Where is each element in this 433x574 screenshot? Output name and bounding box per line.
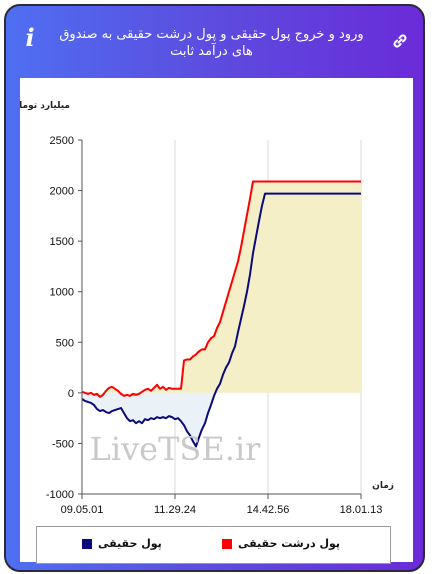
chart-panel: میلیارد تومان زمان 09.05.01 11.29.24 14.42… [11,78,413,564]
x-tick-label: 09.05.01 [61,504,104,516]
y-tick-label: 0 [68,388,74,400]
chart-title: ورود و خروج پول حقیقی و پول درشت حقیقی ب… [59,27,364,59]
x-tick-label: 14.42.56 [247,504,290,516]
card-header: i ورود و خروج پول حقیقی و پول درشت حقیقی… [6,6,423,78]
legend-label-big-real-money: پول درشت حقیقی [238,537,341,550]
legend-swatch-big-real-money [222,539,232,549]
y-tick-label: 500 [56,337,74,349]
watermark: LiveTSE.ir [90,430,262,468]
y-tick-label: 2000 [50,186,74,198]
y-tick-label: -500 [52,438,74,450]
positive-flow-area [82,181,361,393]
y-tick-label: 1000 [50,287,74,299]
chart-card: i ورود و خروج پول حقیقی و پول درشت حقیقی… [4,4,425,572]
legend-swatch-real-money [82,539,92,549]
x-axis-label: زمان [372,481,394,491]
x-tick-label: 11.29.24 [154,504,196,516]
y-tick-label: 2500 [50,135,74,147]
y-tick-label: -1000 [46,489,74,501]
link-icon[interactable] [391,32,409,50]
y-axis-label: میلیارد تومان [20,101,70,111]
negative-flow-area [82,392,361,447]
y-tick-label: 1500 [50,236,74,248]
series-line-real-money [81,192,361,448]
series-line-big-real-money [81,180,361,398]
legend-label-real-money: پول حقیقی [98,537,162,550]
x-tick-label: 18.01.13 [340,504,383,516]
legend: پول حقیقی پول درشت حقیقی [36,526,391,564]
info-icon[interactable]: i [25,23,35,52]
chart-svg: میلیارد تومان زمان 09.05.01 11.29.24 14.42… [11,101,394,516]
